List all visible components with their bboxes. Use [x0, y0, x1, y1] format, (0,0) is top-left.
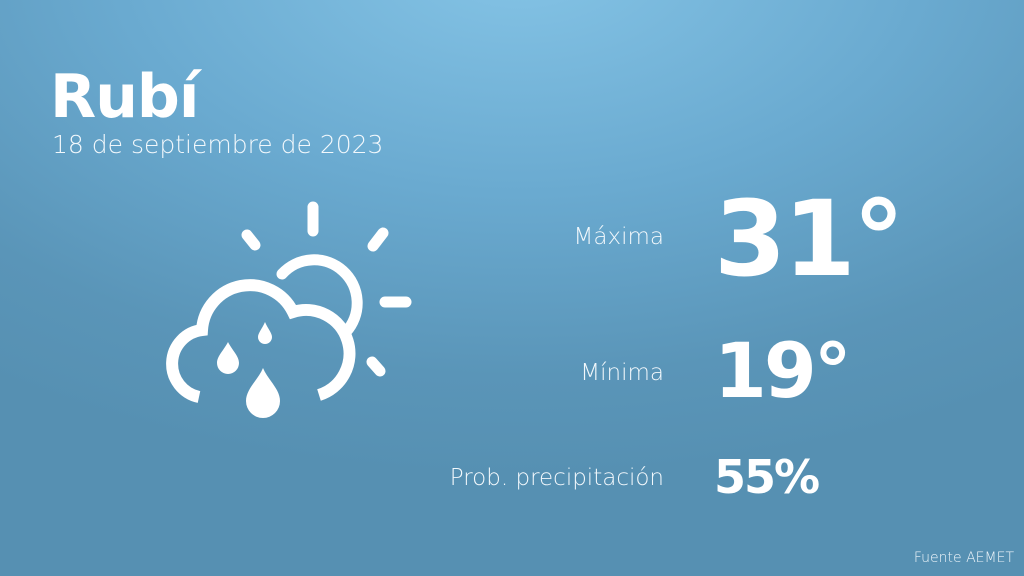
- cloud-sun-rain-icon: [166, 201, 412, 418]
- max-temp-value: 31°: [714, 178, 905, 300]
- min-temp-value: 19°: [714, 326, 852, 415]
- rain-drops-icon: [217, 322, 280, 418]
- forecast-date: 18 de septiembre de 2023: [52, 130, 384, 159]
- max-temp-label: Máxima: [573, 224, 664, 250]
- precip-prob-label: Prob. precipitación: [449, 465, 664, 491]
- data-source: Fuente AEMET: [913, 550, 1014, 566]
- min-temp-label: Mínima: [580, 360, 664, 386]
- precip-prob-value: 55%: [714, 450, 820, 504]
- cloud-outline: [166, 279, 356, 403]
- sun-rays-icon: [241, 201, 412, 377]
- sun-arc: [276, 254, 363, 338]
- city-name: Rubí: [50, 62, 199, 132]
